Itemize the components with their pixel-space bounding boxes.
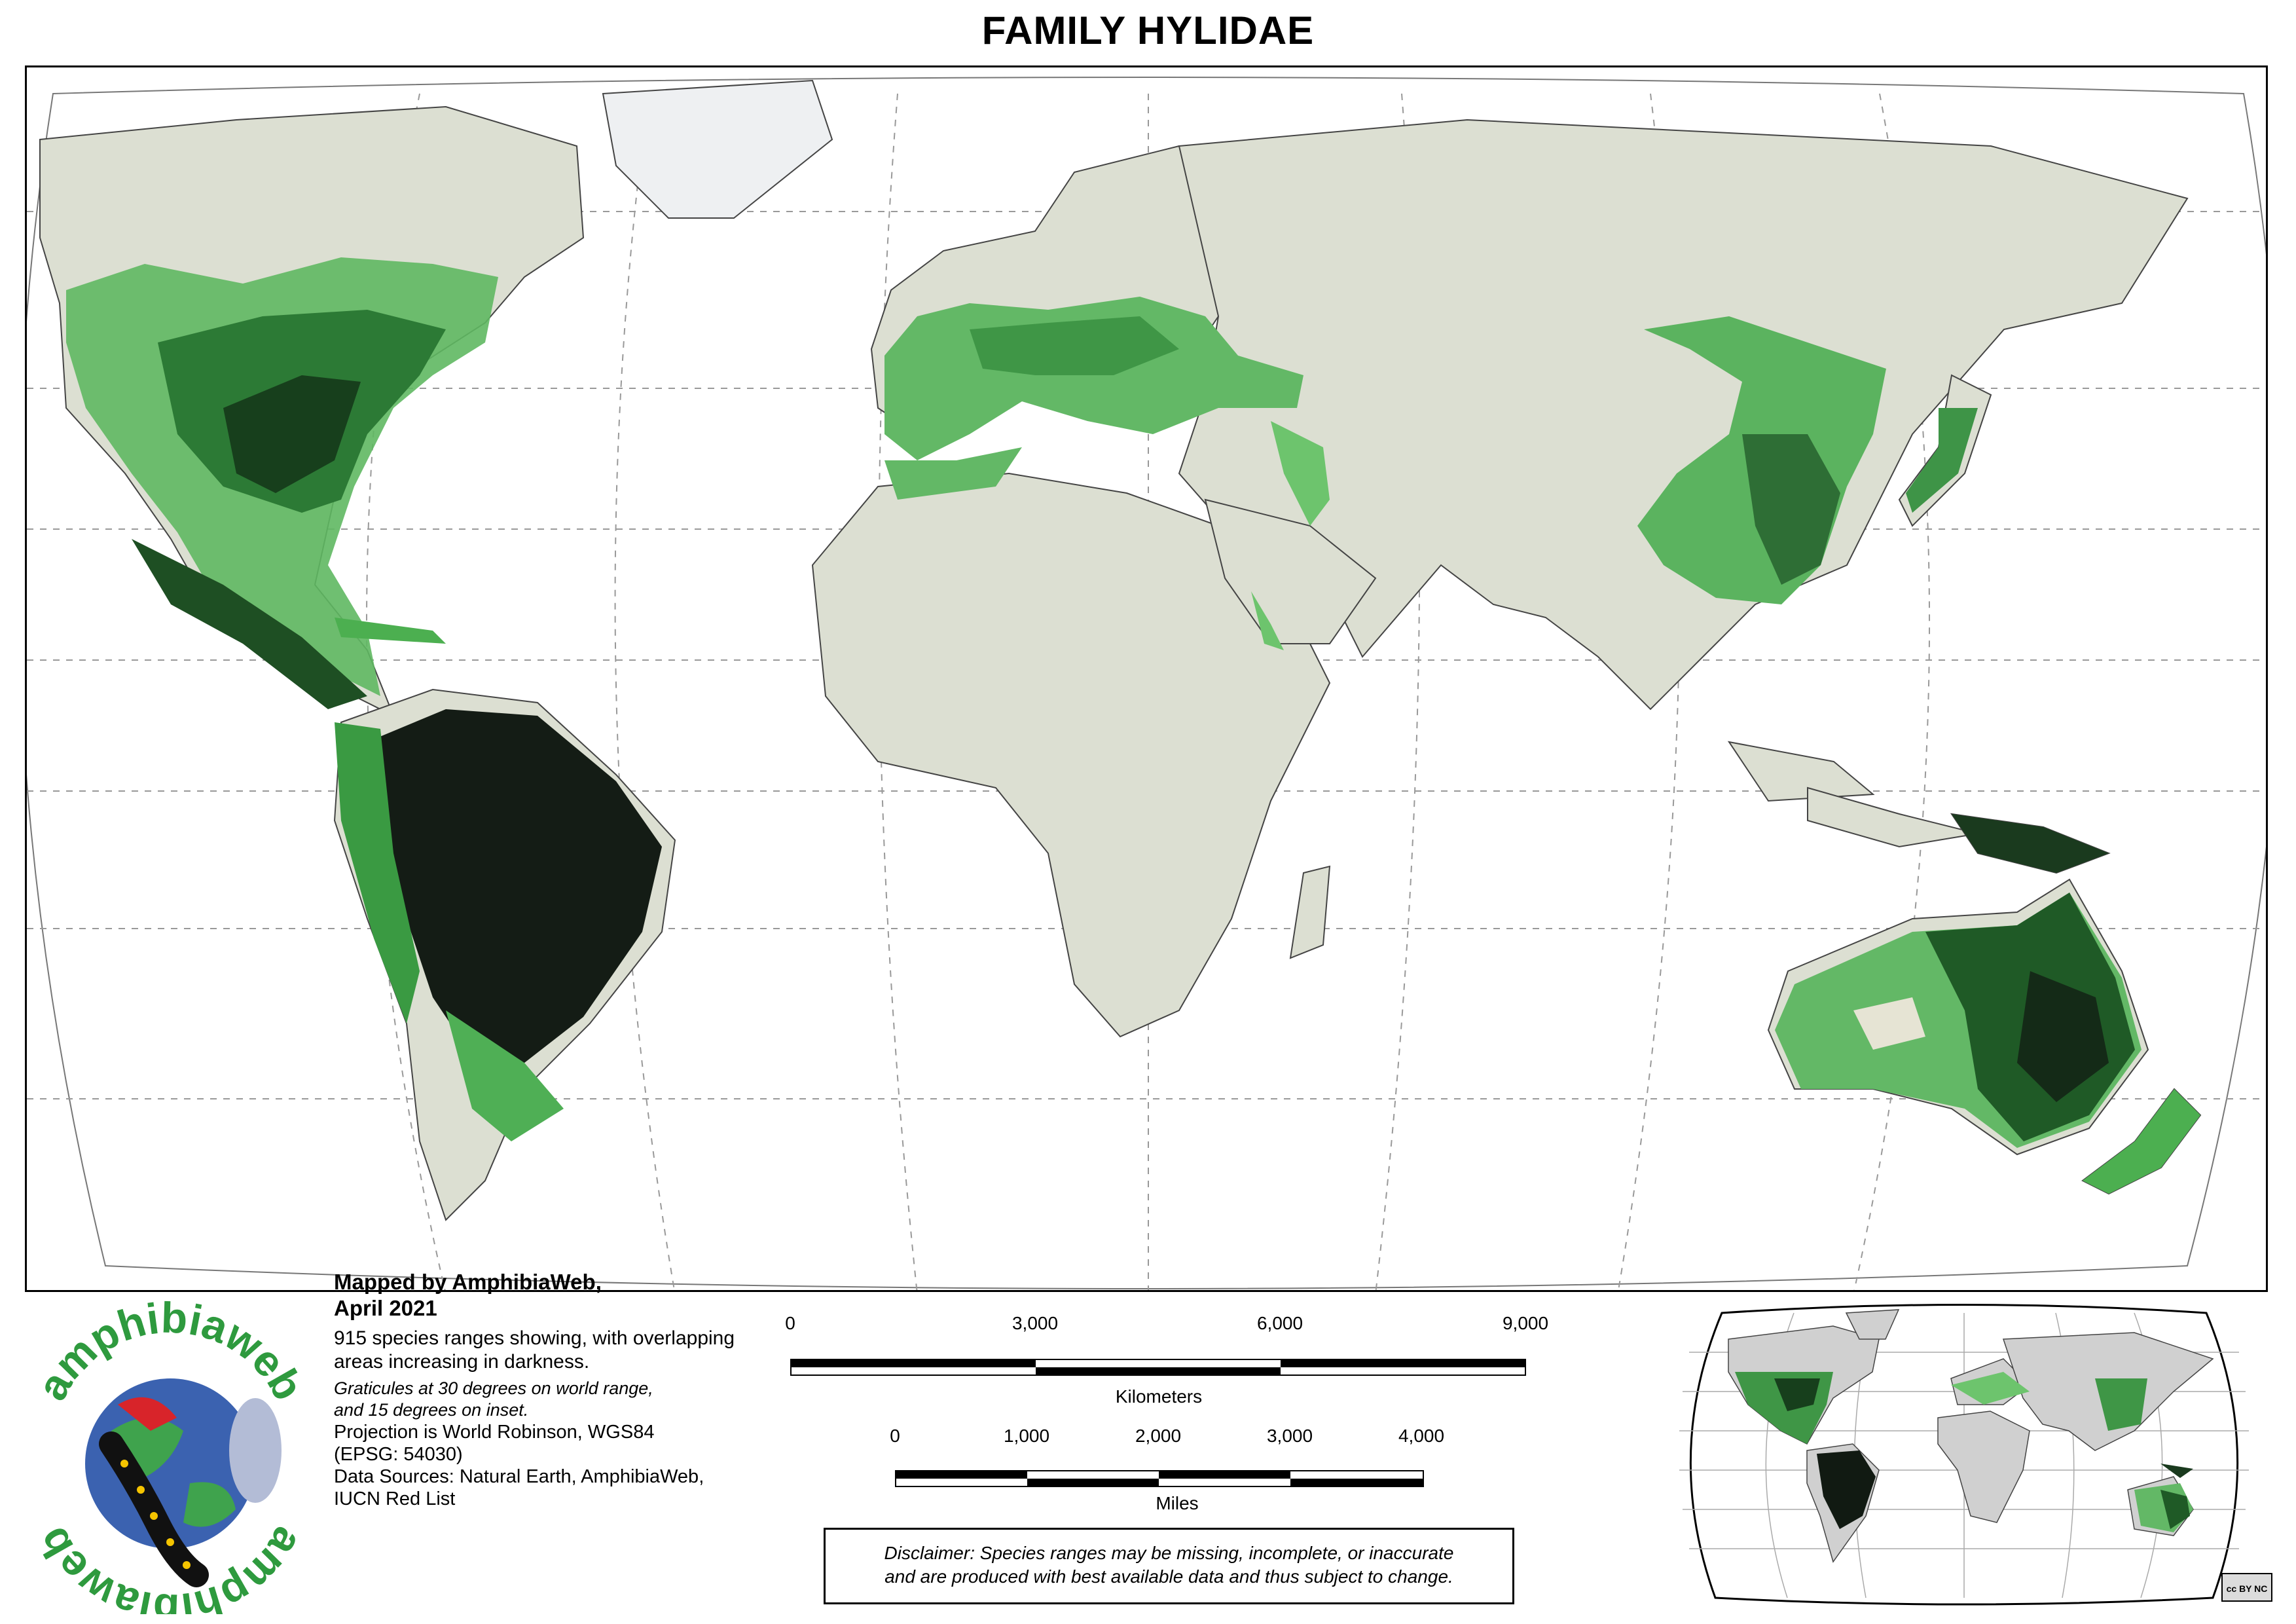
mi-tick-label: 3,000 [1266,1426,1313,1446]
world-map-svg [27,67,2266,1290]
mi-tick-label: 0 [890,1426,900,1446]
mi-scale-bar [895,1470,1424,1487]
species-ranges [66,257,2200,1194]
inset-world-map [1679,1304,2249,1606]
amphibiaweb-logo: amphibiaweb amphibiaweb [27,1293,314,1614]
scale-bars: 0 3,000 6,000 9,000 Kilometers 0 1,000 2… [773,1313,1558,1522]
cc-license-icon: cc BY NC [2221,1573,2272,1602]
sources-note-1: Data Sources: Natural Earth, AmphibiaWeb… [334,1466,704,1487]
disclaimer-box: Disclaimer: Species ranges may be missin… [824,1528,1514,1604]
disclaimer-line-2: and are produced with best available dat… [884,1566,1453,1587]
disclaimer-line-1: Disclaimer: Species ranges may be missin… [884,1543,1454,1563]
mi-tick-label: 4,000 [1398,1426,1445,1446]
km-scale-bar [790,1359,1526,1376]
mi-tick-label: 1,000 [1003,1426,1050,1446]
km-tick-label: 3,000 [1011,1313,1059,1333]
projection-note-2: (EPSG: 54030) [334,1444,463,1465]
sources-note-2: IUCN Red List [334,1488,456,1509]
frog-icon [118,1397,177,1431]
km-tick-label: 0 [785,1313,795,1333]
graticule-note-1: Graticules at 30 degrees on world range, [334,1378,653,1398]
map-info: Mapped by AmphibiaWeb, April 2021 915 sp… [334,1269,779,1510]
km-tick-label: 6,000 [1256,1313,1303,1333]
graticule-note-2: and 15 degrees on inset. [334,1400,529,1420]
km-unit-label: Kilometers [1115,1386,1203,1407]
map-title: FAMILY HYLIDAE [981,9,1315,52]
projection-outline [27,77,2266,1289]
mi-tick-label: 2,000 [1135,1426,1182,1446]
mi-unit-label: Miles [1156,1493,1199,1513]
mapped-by: Mapped by AmphibiaWeb, [334,1270,602,1294]
km-tick-label: 9,000 [1502,1313,1549,1333]
worm-icon [229,1398,282,1503]
map-date: April 2021 [334,1296,437,1320]
range-description: 915 species ranges showing, with overlap… [334,1327,735,1373]
world-map [25,65,2268,1292]
projection-note-1: Projection is World Robinson, WGS84 [334,1422,655,1443]
